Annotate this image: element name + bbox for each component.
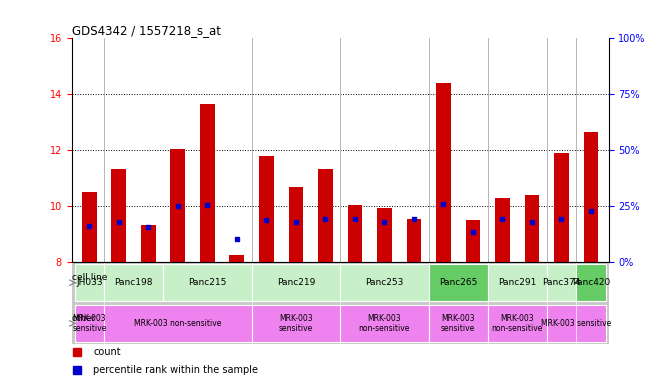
Text: count: count bbox=[93, 347, 120, 357]
Bar bbox=[200, 104, 215, 262]
Text: Panc198: Panc198 bbox=[115, 278, 153, 287]
Text: GDS4342 / 1557218_s_at: GDS4342 / 1557218_s_at bbox=[72, 24, 221, 37]
Text: MRK-003
sensitive: MRK-003 sensitive bbox=[441, 314, 475, 333]
Bar bbox=[318, 169, 333, 262]
Bar bbox=[488, 264, 547, 301]
Bar bbox=[428, 264, 488, 301]
Bar bbox=[406, 219, 421, 262]
Bar bbox=[111, 169, 126, 262]
Bar bbox=[465, 220, 480, 262]
Text: MRK-003 non-sensitive: MRK-003 non-sensitive bbox=[134, 319, 221, 328]
Bar bbox=[288, 187, 303, 262]
Text: MRK-003
non-sensitive: MRK-003 non-sensitive bbox=[492, 314, 543, 333]
Bar bbox=[141, 225, 156, 262]
Bar bbox=[488, 305, 547, 342]
Bar bbox=[163, 264, 252, 301]
Text: MRK-003
sensitive: MRK-003 sensitive bbox=[279, 314, 313, 333]
Bar bbox=[75, 305, 104, 342]
Text: percentile rank within the sample: percentile rank within the sample bbox=[93, 365, 258, 375]
Text: Panc420: Panc420 bbox=[572, 278, 610, 287]
Bar bbox=[82, 192, 97, 262]
Bar bbox=[230, 255, 244, 262]
Text: Panc219: Panc219 bbox=[277, 278, 315, 287]
Bar bbox=[583, 132, 598, 262]
Text: JH033: JH033 bbox=[76, 278, 103, 287]
Bar bbox=[252, 305, 340, 342]
Bar bbox=[576, 264, 605, 301]
Bar bbox=[525, 195, 539, 262]
Text: MRK-003
sensitive: MRK-003 sensitive bbox=[72, 314, 107, 333]
Bar bbox=[547, 305, 605, 342]
Bar bbox=[171, 149, 186, 262]
Text: MRK-003 sensitive: MRK-003 sensitive bbox=[541, 319, 611, 328]
Text: MRK-003
non-sensitive: MRK-003 non-sensitive bbox=[359, 314, 410, 333]
Text: Panc253: Panc253 bbox=[365, 278, 404, 287]
Text: Panc265: Panc265 bbox=[439, 278, 477, 287]
Bar bbox=[495, 198, 510, 262]
Bar bbox=[104, 264, 163, 301]
Bar bbox=[259, 156, 274, 262]
Bar bbox=[348, 205, 362, 262]
Text: Panc291: Panc291 bbox=[498, 278, 536, 287]
Bar bbox=[377, 208, 392, 262]
Bar bbox=[104, 305, 252, 342]
Bar bbox=[340, 305, 428, 342]
Text: cell line: cell line bbox=[72, 273, 107, 282]
Bar bbox=[340, 264, 428, 301]
Bar bbox=[547, 264, 576, 301]
Text: Panc374: Panc374 bbox=[542, 278, 581, 287]
Text: Panc215: Panc215 bbox=[188, 278, 227, 287]
Bar bbox=[75, 264, 104, 301]
Text: other: other bbox=[72, 314, 96, 323]
Bar bbox=[428, 305, 488, 342]
Bar bbox=[252, 264, 340, 301]
Bar bbox=[554, 153, 569, 262]
Bar bbox=[436, 83, 450, 262]
